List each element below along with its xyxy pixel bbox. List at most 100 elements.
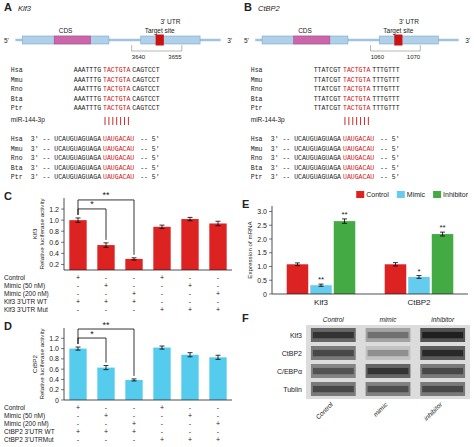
error-cap bbox=[160, 346, 165, 347]
condition-mark: - bbox=[189, 298, 192, 305]
mirna-seed: UAUGACAU bbox=[343, 155, 374, 162]
error-cap bbox=[160, 225, 165, 226]
y-tick bbox=[61, 369, 64, 370]
error-bar bbox=[419, 276, 420, 279]
condition-mark: + bbox=[160, 436, 164, 443]
target-seed: TACTGTA bbox=[343, 105, 370, 112]
species: Bta bbox=[251, 165, 263, 172]
column-label: Control bbox=[314, 400, 334, 420]
column-header: Control bbox=[323, 316, 345, 323]
error-cap bbox=[104, 369, 109, 370]
position-label: 1070 bbox=[407, 54, 421, 60]
target-seed: TACTGTA bbox=[343, 77, 370, 84]
y-tick bbox=[61, 400, 64, 401]
column-label: inhibitor bbox=[422, 400, 444, 422]
condition-mark: - bbox=[77, 420, 80, 427]
error-cap bbox=[188, 352, 193, 353]
plot-area bbox=[69, 346, 226, 400]
seed-pair bbox=[112, 117, 113, 125]
species: Rno bbox=[11, 155, 23, 162]
condition-mark: - bbox=[189, 404, 192, 411]
error-cap bbox=[216, 359, 221, 360]
condition-mark: + bbox=[104, 282, 108, 289]
condition-mark: - bbox=[217, 298, 220, 305]
error-cap bbox=[319, 286, 324, 287]
mirna-sequence: -- 5' bbox=[376, 136, 399, 143]
blot-band bbox=[311, 382, 356, 396]
error-cap bbox=[216, 355, 221, 356]
condition-mark: - bbox=[189, 274, 192, 281]
condition-mark: - bbox=[105, 420, 108, 427]
panel-label: A bbox=[4, 1, 12, 13]
column-header: inhibitor bbox=[431, 316, 455, 323]
y-tick-label: 0.6 bbox=[49, 366, 59, 373]
error-cap bbox=[188, 356, 193, 357]
bar bbox=[209, 357, 226, 400]
error-cap bbox=[132, 378, 137, 379]
error-bar bbox=[162, 346, 163, 349]
bar bbox=[97, 245, 114, 270]
error-cap bbox=[188, 217, 193, 218]
blot-background bbox=[306, 325, 470, 399]
y-tick-label: 1.0 bbox=[49, 217, 59, 224]
bar-panel: C***Control+--+--Mimic (50 nM)-+--+-Mimi… bbox=[4, 190, 232, 313]
blot-band-core bbox=[313, 350, 354, 356]
target-sequence: CAGTCCT bbox=[132, 86, 159, 93]
condition-mark: - bbox=[161, 412, 164, 419]
column-header: mimic bbox=[380, 316, 398, 323]
position-label: 3640 bbox=[132, 54, 146, 60]
species: Mmu bbox=[251, 77, 263, 84]
bar bbox=[125, 259, 142, 270]
x-tick-label: Klf3 bbox=[314, 298, 328, 307]
bar bbox=[385, 264, 407, 294]
error-bar bbox=[78, 218, 79, 222]
condition-mark: + bbox=[132, 298, 136, 305]
mirna-sequence: 3' -- UCAUGUAGUAGA bbox=[271, 155, 341, 162]
error-cap bbox=[76, 222, 81, 223]
condition-label: Control bbox=[4, 404, 26, 411]
blot-band-core bbox=[368, 386, 409, 392]
blot-band bbox=[366, 364, 411, 378]
condition-label: Control bbox=[4, 274, 26, 281]
y-tick bbox=[61, 231, 64, 232]
five-prime-label: 5' bbox=[244, 37, 249, 44]
target-sequence: TTTGTTT bbox=[372, 96, 399, 103]
target-sequence: TTATCGT bbox=[314, 96, 341, 103]
error-cap bbox=[295, 265, 300, 266]
target-sequence: TTATCGT bbox=[314, 67, 341, 74]
cds-region bbox=[294, 36, 330, 44]
significance-bracket bbox=[78, 209, 106, 240]
seed-pair bbox=[360, 117, 361, 125]
mirna-sequence: 3' -- UCAUGUAGUAGA bbox=[31, 174, 101, 181]
mirna-sequence: 3' -- UCAUGUAGUAGA bbox=[271, 174, 341, 181]
y-tick-label: 0.6 bbox=[49, 239, 59, 246]
mirna-sequence: 3' -- UCAUGUAGUAGA bbox=[271, 146, 341, 153]
target-sequence: TTTGTTT bbox=[372, 86, 399, 93]
bar bbox=[408, 277, 430, 294]
significance-bracket bbox=[78, 329, 134, 376]
bar bbox=[287, 264, 309, 294]
utr-box bbox=[141, 36, 200, 44]
y-tick-label: 0 bbox=[263, 291, 267, 298]
blot-band-core bbox=[368, 350, 409, 356]
mirna-sequence: 3' -- UCAUGUAGUAGA bbox=[31, 146, 101, 153]
seed-pair bbox=[364, 117, 365, 125]
blot-band bbox=[311, 364, 356, 378]
error-cap bbox=[393, 265, 398, 266]
condition-mark: + bbox=[132, 428, 136, 435]
y-tick bbox=[61, 338, 64, 339]
error-cap bbox=[104, 365, 109, 366]
figure: AKlf35'3'CDSTarget site3' UTR36403655Hsa… bbox=[0, 0, 474, 447]
significance-label: ** bbox=[341, 210, 347, 219]
mirna-sequence: -- 5' bbox=[376, 174, 399, 181]
y-tick bbox=[269, 211, 272, 212]
legend: ControlMimicInhibitor bbox=[356, 191, 468, 198]
condition-mark: - bbox=[189, 428, 192, 435]
y-tick bbox=[61, 242, 64, 243]
target-site bbox=[394, 35, 402, 46]
error-cap bbox=[76, 347, 81, 348]
column-label: mimic bbox=[372, 400, 389, 417]
blot-band-core bbox=[422, 350, 463, 356]
condition-mark: + bbox=[104, 298, 108, 305]
y-tick bbox=[61, 389, 64, 390]
